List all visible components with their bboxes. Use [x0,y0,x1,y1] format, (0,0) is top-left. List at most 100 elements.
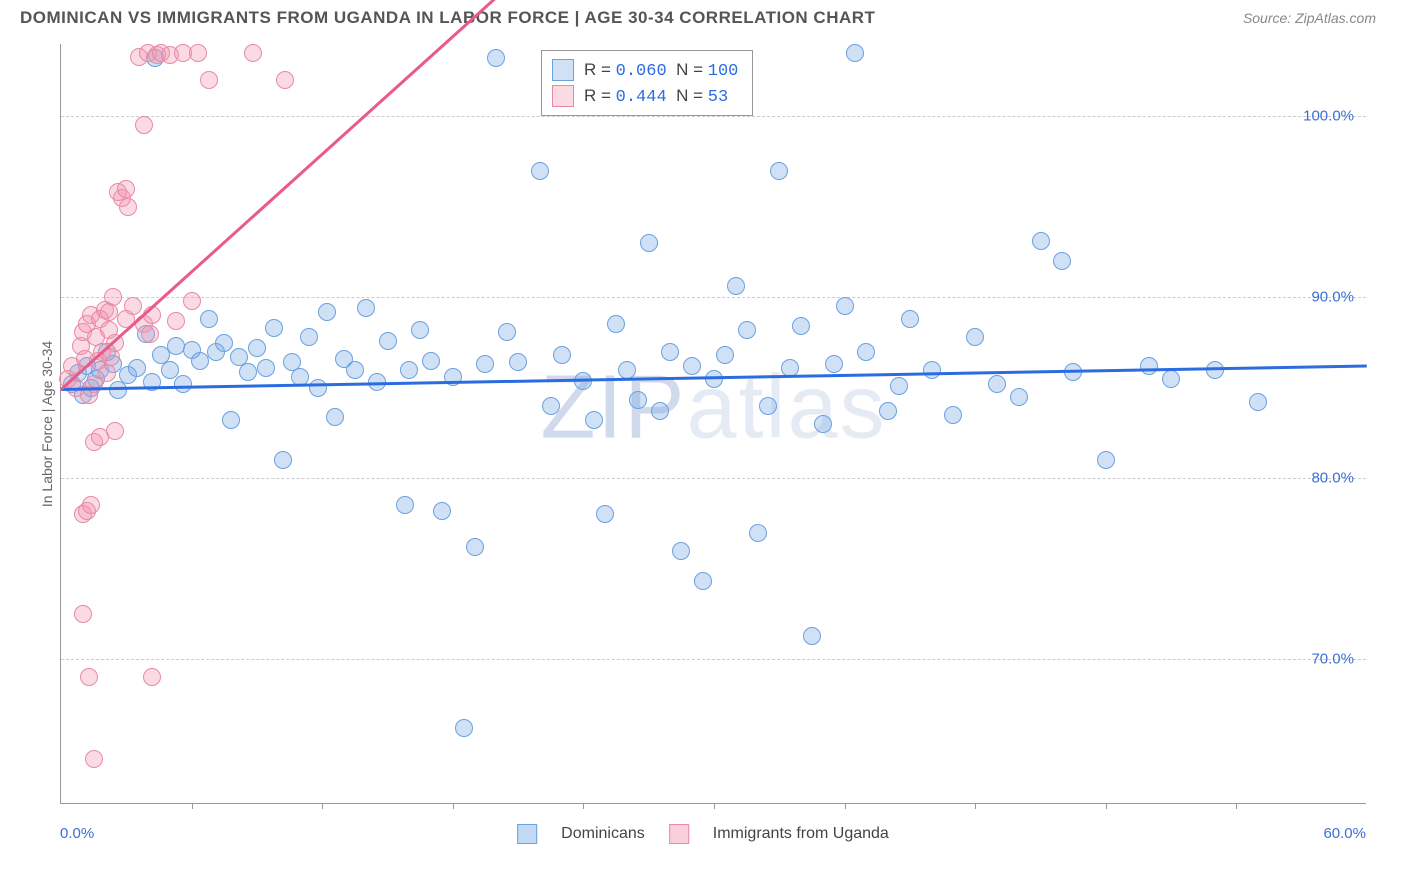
data-point [1097,451,1115,469]
data-point [257,359,275,377]
data-point [836,297,854,315]
data-point [683,357,701,375]
chart-header: DOMINICAN VS IMMIGRANTS FROM UGANDA IN L… [0,0,1406,34]
data-point [239,363,257,381]
stats-legend-row: R = 0.060 N = 100 [552,57,738,83]
data-point [727,277,745,295]
gridline-h [61,659,1366,660]
data-point [100,303,118,321]
data-point [770,162,788,180]
data-point [944,406,962,424]
y-axis-label: In Labor Force | Age 30-34 [39,340,55,506]
data-point [400,361,418,379]
data-point [988,375,1006,393]
x-tick [975,803,976,809]
data-point [694,572,712,590]
data-point [966,328,984,346]
data-point [553,346,571,364]
data-point [143,668,161,686]
data-point [200,310,218,328]
data-point [803,627,821,645]
data-point [716,346,734,364]
data-point [476,355,494,373]
plot-area: In Labor Force | Age 30-34 ZIPatlas 70.0… [60,44,1366,804]
legend-label-dominicans: Dominicans [561,825,645,843]
data-point [200,71,218,89]
data-point [422,352,440,370]
data-point [128,359,146,377]
stats-text: R = 0.444 N = 53 [584,86,728,107]
stats-swatch [552,85,574,107]
data-point [167,312,185,330]
data-point [879,402,897,420]
data-point [357,299,375,317]
stats-text: R = 0.060 N = 100 [584,60,738,81]
data-point [738,321,756,339]
data-point [274,451,292,469]
gridline-h [61,478,1366,479]
x-tick [1106,803,1107,809]
data-point [607,315,625,333]
data-point [80,668,98,686]
data-point [74,605,92,623]
data-point [215,334,233,352]
data-point [640,234,658,252]
data-point [117,180,135,198]
data-point [1053,252,1071,270]
data-point [82,496,100,514]
data-point [792,317,810,335]
data-point [890,377,908,395]
data-point [531,162,549,180]
data-point [661,343,679,361]
data-point [124,297,142,315]
data-point [923,361,941,379]
data-point [135,116,153,134]
y-tick-label: 70.0% [1311,651,1354,668]
x-axis-end-label: 60.0% [1323,825,1366,842]
data-point [265,319,283,337]
data-point [318,303,336,321]
data-point [629,391,647,409]
data-point [85,750,103,768]
stats-swatch [552,59,574,81]
chart-title: DOMINICAN VS IMMIGRANTS FROM UGANDA IN L… [20,8,875,28]
data-point [749,524,767,542]
x-tick [192,803,193,809]
data-point [825,355,843,373]
data-point [1010,388,1028,406]
data-point [326,408,344,426]
x-tick [322,803,323,809]
data-point [466,538,484,556]
gridline-h [61,297,1366,298]
data-point [309,379,327,397]
chart-container: In Labor Force | Age 30-34 ZIPatlas 70.0… [20,34,1386,834]
data-point [455,719,473,737]
data-point [346,361,364,379]
data-point [379,332,397,350]
data-point [542,397,560,415]
y-tick-label: 100.0% [1303,108,1354,125]
data-point [106,422,124,440]
data-point [98,364,116,382]
gridline-h [61,116,1366,117]
stats-legend-row: R = 0.444 N = 53 [552,83,738,109]
data-point [119,198,137,216]
data-point [141,325,159,343]
x-tick [583,803,584,809]
x-tick [1236,803,1237,809]
data-point [300,328,318,346]
data-point [276,71,294,89]
x-tick [453,803,454,809]
data-point [672,542,690,560]
stats-legend: R = 0.060 N = 100 R = 0.444 N = 53 [541,50,753,116]
data-point [618,361,636,379]
data-point [396,496,414,514]
data-point [759,397,777,415]
data-point [651,402,669,420]
data-point [222,411,240,429]
data-point [161,361,179,379]
data-point [596,505,614,523]
data-point [509,353,527,371]
data-point [901,310,919,328]
data-point [183,292,201,310]
